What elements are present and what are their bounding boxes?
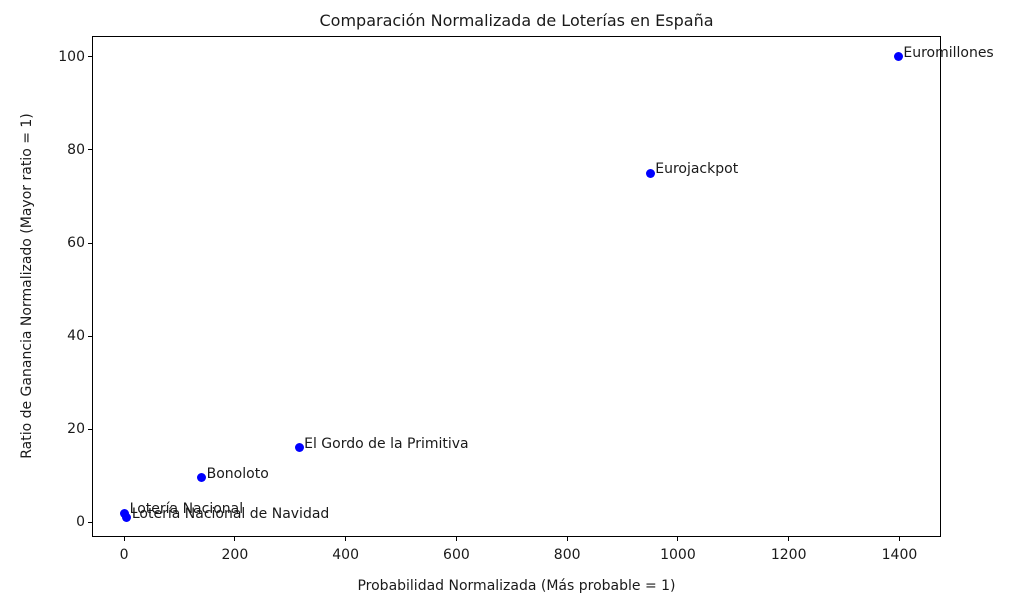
x-tick-mark bbox=[566, 537, 568, 541]
y-axis-label: Ratio de Ganancia Normalizado (Mayor rat… bbox=[19, 113, 35, 459]
scatter-point bbox=[122, 513, 132, 523]
y-tick-label: 20 bbox=[67, 421, 85, 438]
point-label: Eurojackpot bbox=[655, 161, 739, 178]
x-tick-label: 200 bbox=[221, 547, 249, 563]
x-tick-label: 1400 bbox=[881, 547, 918, 563]
x-tick-mark bbox=[234, 537, 236, 541]
y-tick-label: 40 bbox=[67, 328, 85, 345]
point-label: El Gordo de la Primitiva bbox=[304, 435, 469, 452]
x-tick-mark bbox=[345, 537, 347, 541]
scatter-point bbox=[120, 508, 130, 518]
y-tick-mark bbox=[88, 335, 92, 337]
y-tick-mark bbox=[88, 149, 92, 151]
x-tick-label: 800 bbox=[553, 547, 581, 563]
x-tick-mark bbox=[898, 537, 900, 541]
y-tick-mark bbox=[88, 242, 92, 244]
x-tick-mark bbox=[788, 537, 790, 541]
plot-area bbox=[92, 36, 941, 537]
x-tick-label: 1000 bbox=[660, 547, 696, 563]
chart-title: Comparación Normalizada de Loterías en E… bbox=[319, 11, 714, 30]
x-tick-label: 0 bbox=[119, 547, 129, 563]
point-label: Lotería Nacional bbox=[129, 501, 244, 518]
scatter-point bbox=[893, 52, 903, 62]
x-tick-label: 400 bbox=[332, 547, 359, 563]
point-label: Euromillones bbox=[903, 44, 994, 61]
point-label: Lotería Nacional de Navidad bbox=[131, 505, 330, 522]
scatter-point bbox=[294, 443, 304, 453]
point-label: Bonoloto bbox=[206, 465, 269, 482]
scatter-point bbox=[645, 168, 655, 178]
y-tick-mark bbox=[88, 521, 92, 523]
x-tick-mark bbox=[123, 537, 125, 541]
y-tick-label: 60 bbox=[67, 235, 85, 251]
scatter-point bbox=[197, 473, 207, 483]
y-tick-label: 0 bbox=[76, 514, 85, 531]
y-tick-mark bbox=[88, 56, 92, 58]
x-tick-mark bbox=[677, 537, 679, 541]
y-tick-label: 80 bbox=[67, 141, 85, 158]
x-axis-label: Probabilidad Normalizada (Más probable =… bbox=[357, 578, 676, 594]
y-tick-mark bbox=[88, 428, 92, 430]
x-tick-label: 1200 bbox=[770, 547, 807, 563]
x-tick-mark bbox=[455, 537, 457, 541]
x-tick-label: 600 bbox=[443, 547, 470, 563]
y-tick-label: 100 bbox=[58, 48, 85, 65]
